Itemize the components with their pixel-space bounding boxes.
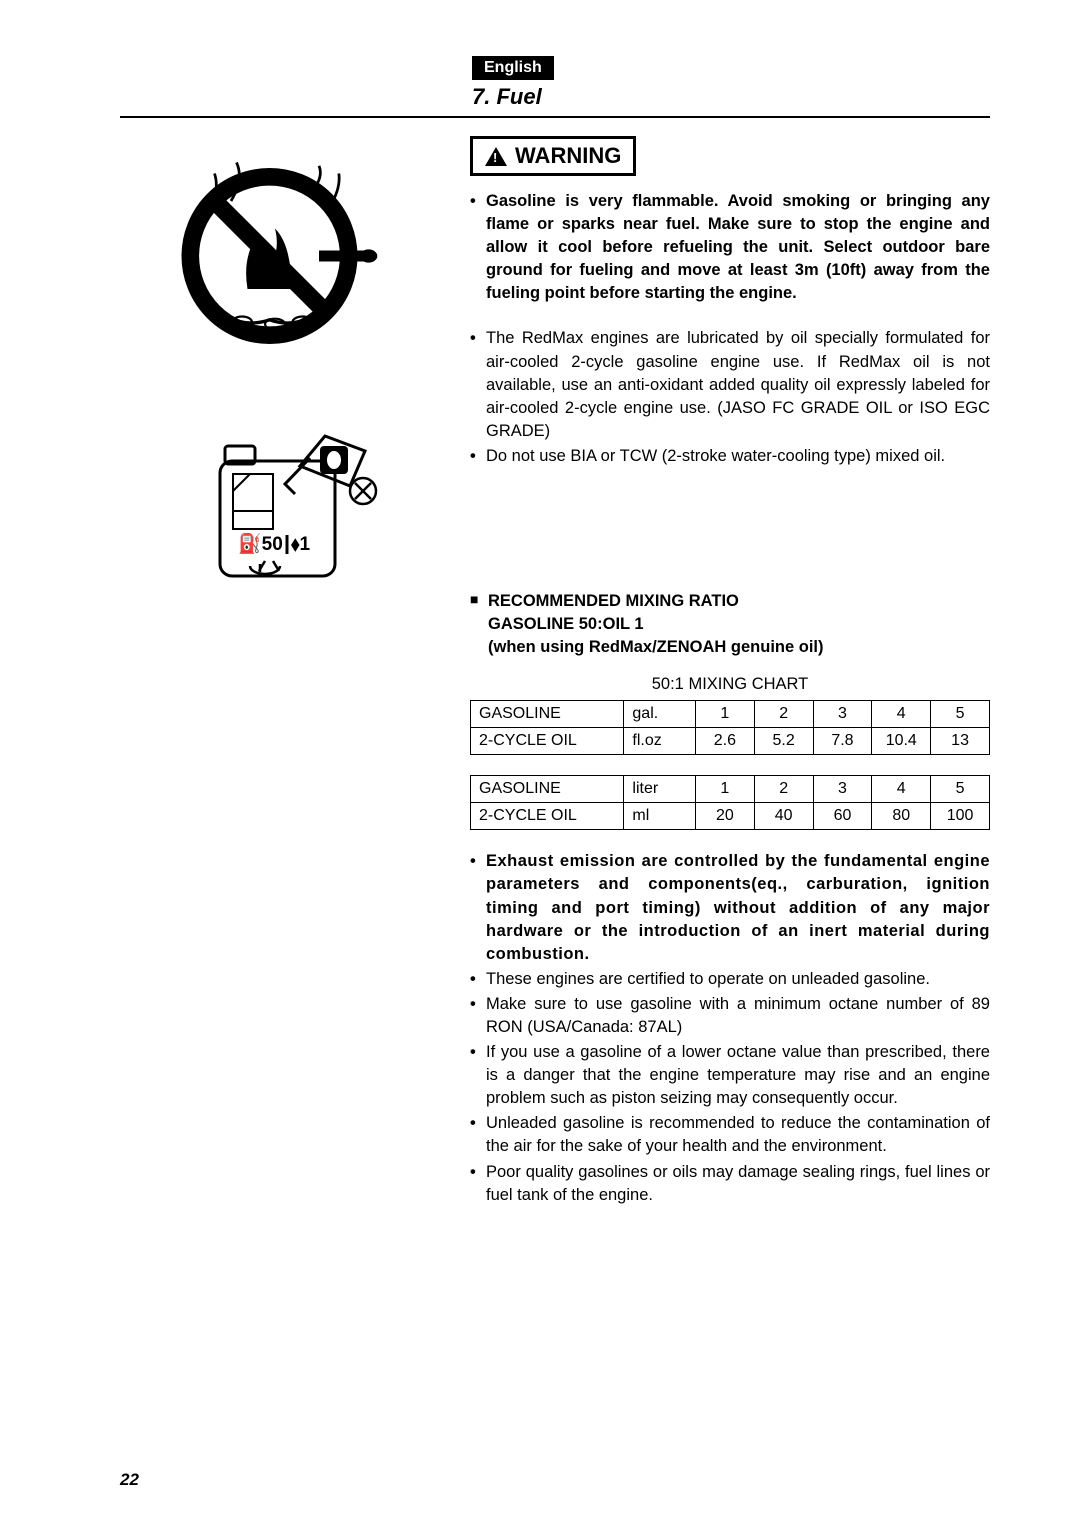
- cell-val: 13: [931, 728, 990, 755]
- mixing-table-imperial: GASOLINE gal. 1 2 3 4 5 2-CYCLE OIL fl.o…: [470, 700, 990, 755]
- bullet-item: These engines are certified to operate o…: [470, 968, 990, 991]
- cell-val: 20: [695, 803, 754, 830]
- page-number: 22: [120, 1470, 139, 1490]
- cell-val: 2: [754, 701, 813, 728]
- cell-val: 4: [872, 776, 931, 803]
- cell-val: 60: [813, 803, 872, 830]
- cell-val: 5: [931, 776, 990, 803]
- cell-unit: liter: [624, 776, 696, 803]
- cell-unit: ml: [624, 803, 696, 830]
- bullet-item: The RedMax engines are lubricated by oil…: [470, 327, 990, 442]
- warning-text: Gasoline is very flammable. Avoid smokin…: [470, 190, 990, 305]
- table-row: GASOLINE liter 1 2 3 4 5: [471, 776, 990, 803]
- page-header: English 7. Fuel: [120, 56, 990, 118]
- no-fire-icon: [165, 146, 385, 366]
- info-bullets-2: Exhaust emission are controlled by the f…: [470, 850, 990, 1206]
- right-column: WARNING Gasoline is very flammable. Avoi…: [470, 136, 990, 1209]
- cell-val: 1: [695, 776, 754, 803]
- cell-val: 5.2: [754, 728, 813, 755]
- bullet-item: Do not use BIA or TCW (2-stroke water-co…: [470, 445, 990, 468]
- warning-triangle-icon: [485, 147, 507, 166]
- info-bullets-1: The RedMax engines are lubricated by oil…: [470, 327, 990, 468]
- cell-val: 80: [872, 803, 931, 830]
- fuel-mix-icon: ⛽50 ⬧1: [165, 416, 385, 606]
- bullet-item: Exhaust emission are controlled by the f…: [470, 850, 990, 965]
- content-row: ⛽50 ⬧1 WARNING Gasoline is very flammabl…: [120, 136, 990, 1209]
- cell-unit: gal.: [624, 701, 696, 728]
- cell-val: 3: [813, 701, 872, 728]
- svg-text:⛽50: ⛽50: [238, 532, 283, 555]
- cell-val: 100: [931, 803, 990, 830]
- warning-box: WARNING: [470, 136, 636, 176]
- warning-label: WARNING: [515, 143, 621, 169]
- mixing-figure: ⛽50 ⬧1: [165, 416, 385, 606]
- mixing-table-metric: GASOLINE liter 1 2 3 4 5 2-CYCLE OIL ml …: [470, 775, 990, 830]
- cell-val: 5: [931, 701, 990, 728]
- section-title: 7. Fuel: [472, 84, 990, 110]
- cell-label: GASOLINE: [471, 776, 624, 803]
- cell-val: 4: [872, 701, 931, 728]
- cell-label: GASOLINE: [471, 701, 624, 728]
- bullet-item: Poor quality gasolines or oils may damag…: [470, 1161, 990, 1207]
- spacer: [470, 470, 990, 590]
- no-fire-figure: [165, 146, 385, 366]
- bullet-item: If you use a gasoline of a lower octane …: [470, 1041, 990, 1110]
- cell-label: 2-CYCLE OIL: [471, 803, 624, 830]
- cell-val: 1: [695, 701, 754, 728]
- left-column: ⛽50 ⬧1: [120, 136, 430, 1209]
- cell-val: 10.4: [872, 728, 931, 755]
- bullet-item: Make sure to use gasoline with a minimum…: [470, 993, 990, 1039]
- table-row: 2-CYCLE OIL fl.oz 2.6 5.2 7.8 10.4 13: [471, 728, 990, 755]
- table-row: GASOLINE gal. 1 2 3 4 5: [471, 701, 990, 728]
- cell-unit: fl.oz: [624, 728, 696, 755]
- header-rule: [120, 116, 990, 118]
- cell-label: 2-CYCLE OIL: [471, 728, 624, 755]
- warning-bullets: Gasoline is very flammable. Avoid smokin…: [470, 190, 990, 305]
- language-badge: English: [472, 56, 554, 80]
- bullet-item: Unleaded gasoline is recommended to redu…: [470, 1112, 990, 1158]
- cell-val: 3: [813, 776, 872, 803]
- svg-text:⬧1: ⬧1: [290, 534, 311, 555]
- mixing-heading-line: GASOLINE 50:OIL 1: [488, 615, 644, 633]
- chart-title: 50:1 MIXING CHART: [470, 675, 990, 694]
- cell-val: 2: [754, 776, 813, 803]
- mixing-heading-line: RECOMMENDED MIXING RATIO: [488, 592, 739, 610]
- mixing-heading: RECOMMENDED MIXING RATIO GASOLINE 50:OIL…: [470, 590, 990, 659]
- table-row: 2-CYCLE OIL ml 20 40 60 80 100: [471, 803, 990, 830]
- cell-val: 7.8: [813, 728, 872, 755]
- cell-val: 2.6: [695, 728, 754, 755]
- mixing-heading-line: (when using RedMax/ZENOAH genuine oil): [488, 638, 824, 656]
- cell-val: 40: [754, 803, 813, 830]
